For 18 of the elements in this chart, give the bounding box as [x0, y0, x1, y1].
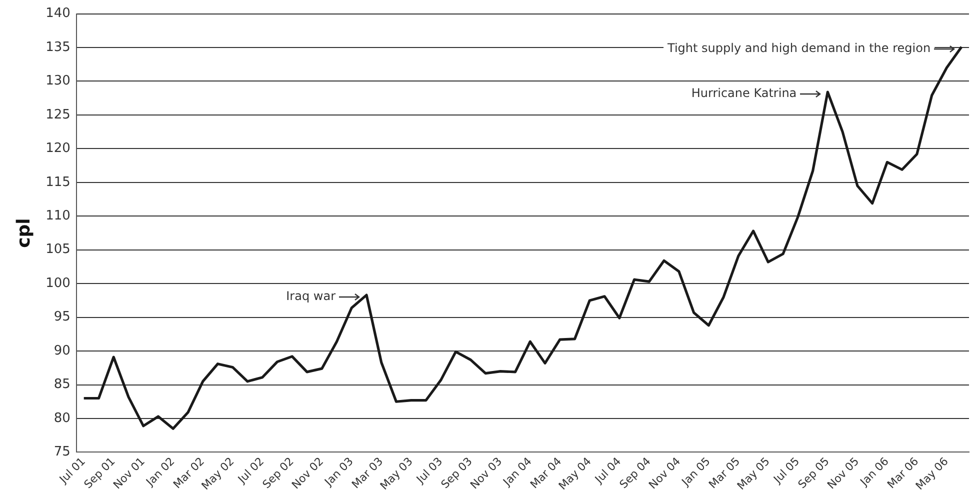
annotation: Iraq war	[286, 289, 336, 304]
y-tick-label: 105	[46, 242, 70, 258]
annotation: Hurricane Katrina	[691, 86, 797, 100]
y-tick-label: 90	[54, 343, 70, 358]
y-tick-label: 100	[46, 276, 70, 291]
y-tick-label: 120	[46, 141, 70, 156]
y-tick-label: 135	[46, 40, 70, 55]
y-tick-label: 85	[54, 377, 70, 392]
annotation: Tight supply and high demand in the region	[666, 40, 931, 55]
y-tick-label: 110	[46, 208, 70, 224]
y-tick-label: 140	[46, 6, 70, 22]
y-tick-label: 75	[54, 444, 70, 460]
y-tick-label: 125	[46, 107, 70, 122]
y-axis-title: cpl	[13, 218, 34, 248]
y-tick-label: 115	[46, 174, 70, 190]
y-tick-label: 95	[54, 310, 70, 325]
y-tick-label: 130	[46, 74, 70, 89]
y-tick-label: 80	[54, 410, 70, 426]
